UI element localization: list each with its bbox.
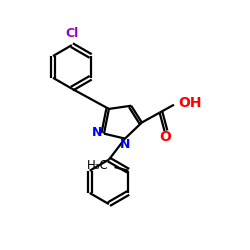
Text: H₃C: H₃C — [87, 159, 108, 172]
Text: OH: OH — [178, 96, 202, 110]
Text: Cl: Cl — [65, 27, 78, 40]
Text: N: N — [120, 138, 131, 151]
Text: O: O — [159, 130, 171, 143]
Text: N: N — [92, 126, 102, 139]
